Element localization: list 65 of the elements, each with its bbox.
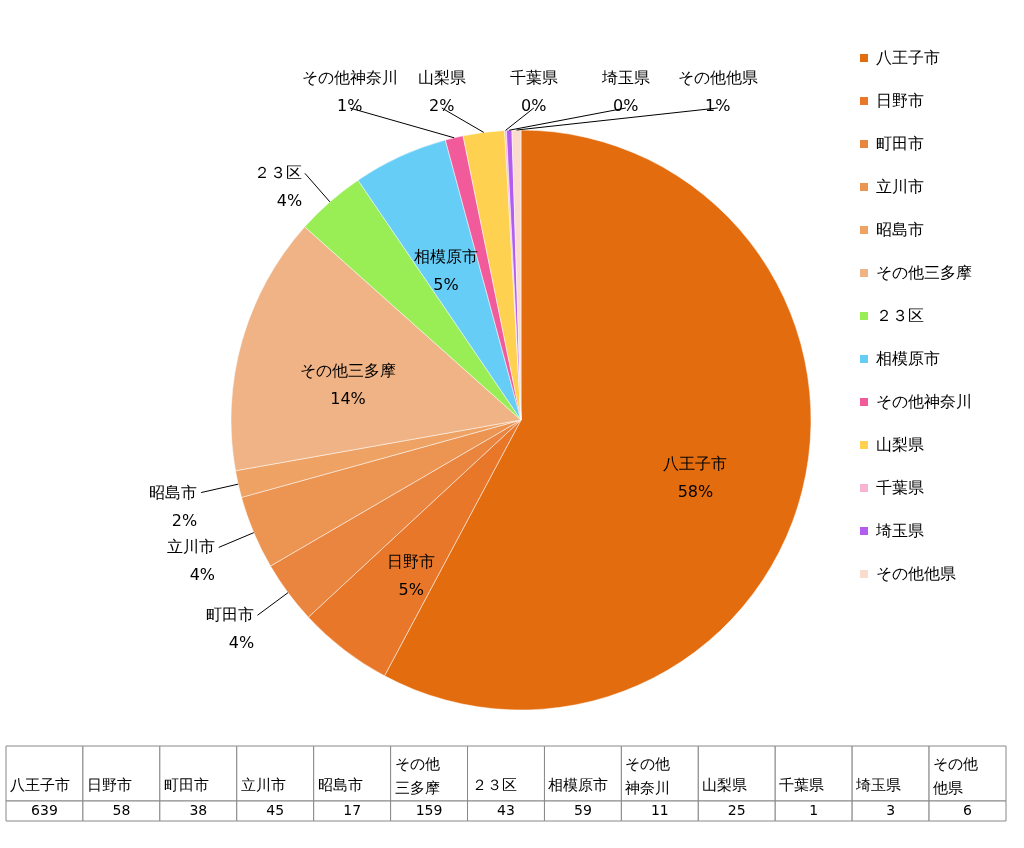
category-label: 日野市 [86, 776, 132, 794]
category-label: その他三多摩 [394, 755, 440, 797]
data-label: 38 [189, 802, 208, 818]
data-label: 0% [613, 96, 639, 115]
legend-label: その他三多摩 [876, 263, 972, 282]
slice-label: 山梨県 [417, 68, 466, 87]
legend-label: 町田市 [876, 134, 924, 153]
data-label: 2% [429, 96, 455, 115]
legend-label: 八王子市 [876, 48, 940, 67]
legend-label: その他神奈川 [876, 392, 972, 411]
slice-label: 相模原市 [413, 246, 478, 266]
slice-label: 昭島市 [149, 482, 198, 502]
legend-label: 山梨県 [876, 435, 924, 454]
category-label: その他神奈川 [625, 755, 671, 797]
data-label: 2% [171, 510, 198, 530]
legend-label: 日野市 [876, 91, 924, 110]
category-label: 立川市 [240, 776, 286, 794]
data-label: 5% [433, 274, 459, 294]
category-label: 町田市 [163, 776, 209, 794]
slice-label: ２３区 [254, 163, 303, 183]
slice-label: 町田市 [206, 605, 255, 625]
slice-label: 千葉県 [509, 68, 558, 87]
category-label: 山梨県 [702, 776, 748, 794]
slice-label: 日野市 [387, 552, 436, 572]
data-label: 25 [727, 802, 746, 818]
data-label: 17 [343, 802, 362, 818]
legend-label: ２３区 [876, 306, 924, 325]
data-label: 1% [337, 96, 363, 115]
data-label: 0% [521, 96, 547, 115]
data-label: 11 [650, 802, 669, 818]
data-label: 6 [963, 802, 973, 818]
slice-label: その他三多摩 [300, 360, 397, 380]
data-label: 1% [705, 96, 731, 115]
data-label: 58% [677, 481, 714, 501]
data-label: 639 [31, 802, 58, 818]
data-label: 4% [228, 633, 255, 653]
slice-label: 立川市 [167, 537, 216, 557]
data-label: 58 [112, 802, 131, 818]
category-label: その他他県 [933, 755, 979, 797]
category-label: ２３区 [471, 776, 517, 794]
data-label: 3 [886, 802, 896, 818]
legend-label: 昭島市 [876, 220, 924, 239]
legend-label: 千葉県 [876, 478, 924, 497]
data-label: 14% [330, 388, 366, 408]
data-label: 45 [266, 802, 285, 818]
data-label: 1 [809, 802, 819, 818]
slice-label: 八王子市 [663, 453, 728, 473]
data-label: 43 [497, 802, 515, 818]
data-label: 59 [574, 802, 592, 818]
category-label: 昭島市 [317, 776, 363, 794]
category-label: 千葉県 [779, 776, 825, 794]
data-label: 4% [189, 565, 216, 585]
category-label: 埼玉県 [855, 776, 902, 794]
data-label: 4% [276, 191, 303, 211]
legend-label: 立川市 [876, 177, 924, 196]
slice-label: 埼玉県 [600, 68, 650, 87]
category-label: 八王子市 [10, 776, 70, 794]
legend-label: 埼玉県 [875, 521, 924, 540]
slice-label: その他他県 [677, 68, 758, 87]
category-label: 相模原市 [548, 776, 609, 794]
legend-label: 相模原市 [876, 349, 940, 368]
data-label: 159 [415, 802, 443, 818]
legend-label: その他他県 [876, 564, 956, 583]
data-label: 5% [398, 580, 424, 600]
slice-label: その他神奈川 [301, 68, 398, 87]
